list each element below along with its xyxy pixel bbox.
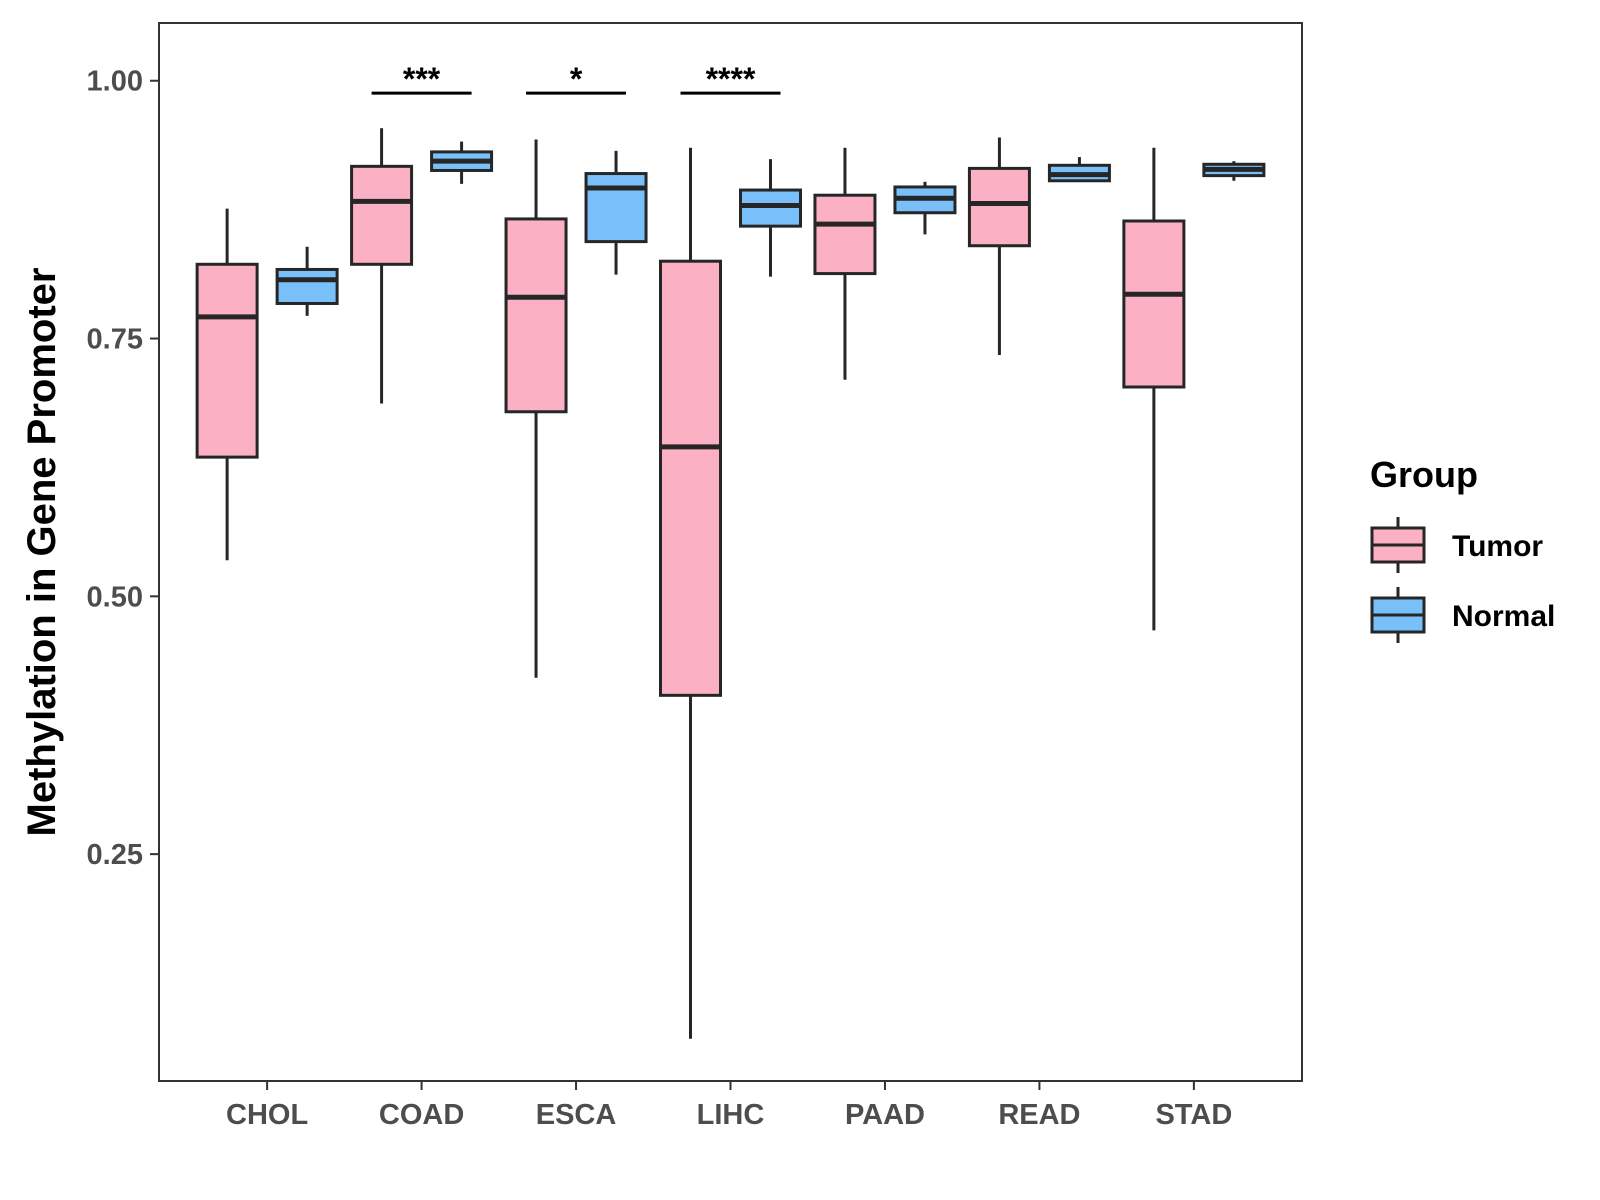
- boxes-layer: [195, 128, 1266, 1039]
- box-body: [1122, 219, 1186, 389]
- box-tumor-read: [967, 137, 1031, 356]
- box-tumor-lihc: [659, 147, 722, 1039]
- y-tick-label: 1.00: [87, 66, 143, 98]
- x-tick-label: CHOL: [226, 1099, 308, 1131]
- box-body: [275, 267, 339, 305]
- box-normal-coad: [430, 141, 494, 184]
- legend-entry-tumor: Tumor: [1370, 517, 1543, 573]
- legend-entries: Tumor Normal: [1370, 517, 1555, 643]
- x-tick-label: PAAD: [845, 1099, 925, 1131]
- x-tick-label: STAD: [1155, 1099, 1232, 1131]
- significance-layer: *** * ****: [371, 61, 781, 97]
- x-tick-label: COAD: [379, 1099, 464, 1131]
- box-tumor-stad: [1122, 147, 1186, 631]
- significance-label: *: [570, 61, 583, 97]
- box-normal-lihc: [739, 159, 802, 277]
- box-normal-esca: [584, 150, 648, 275]
- x-axis: CHOL COAD ESCA LIHC PAAD READ STAD: [226, 1081, 1232, 1131]
- y-tick-label: 0.50: [87, 581, 143, 613]
- y-axis-title: Methylation in Gene Promoter: [20, 268, 64, 837]
- box-body: [967, 166, 1031, 248]
- y-tick-label: 0.25: [87, 839, 143, 871]
- y-tick-label: 0.75: [87, 324, 143, 356]
- legend-entry-normal: Normal: [1370, 587, 1555, 643]
- box-normal-chol: [275, 246, 339, 316]
- box-body: [350, 164, 414, 266]
- x-tick-label: LIHC: [697, 1099, 765, 1131]
- box-normal-paad: [893, 181, 957, 235]
- box-tumor-chol: [195, 208, 259, 561]
- legend-label: Normal: [1452, 600, 1555, 633]
- plot-panel: [158, 22, 1303, 1082]
- box-normal-read: [1047, 157, 1111, 183]
- box-tumor-coad: [350, 128, 414, 404]
- box-normal-stad: [1202, 161, 1266, 181]
- box-body: [739, 188, 802, 228]
- box-body: [584, 172, 648, 244]
- legend-label: Tumor: [1452, 530, 1543, 563]
- legend: Group Tumor Normal: [1370, 454, 1555, 643]
- box-body: [504, 217, 568, 414]
- box-tumor-paad: [813, 147, 877, 380]
- box-body: [813, 193, 877, 276]
- box-body: [195, 262, 259, 459]
- x-tick-label: ESCA: [536, 1099, 617, 1131]
- y-axis: 0.25 0.50 0.75 1.00: [87, 66, 159, 871]
- box-tumor-esca: [504, 139, 568, 678]
- legend-title: Group: [1370, 454, 1478, 495]
- significance-label: ****: [706, 61, 756, 97]
- box-body: [659, 259, 722, 697]
- significance-label: ***: [403, 61, 441, 97]
- x-tick-label: READ: [998, 1099, 1080, 1131]
